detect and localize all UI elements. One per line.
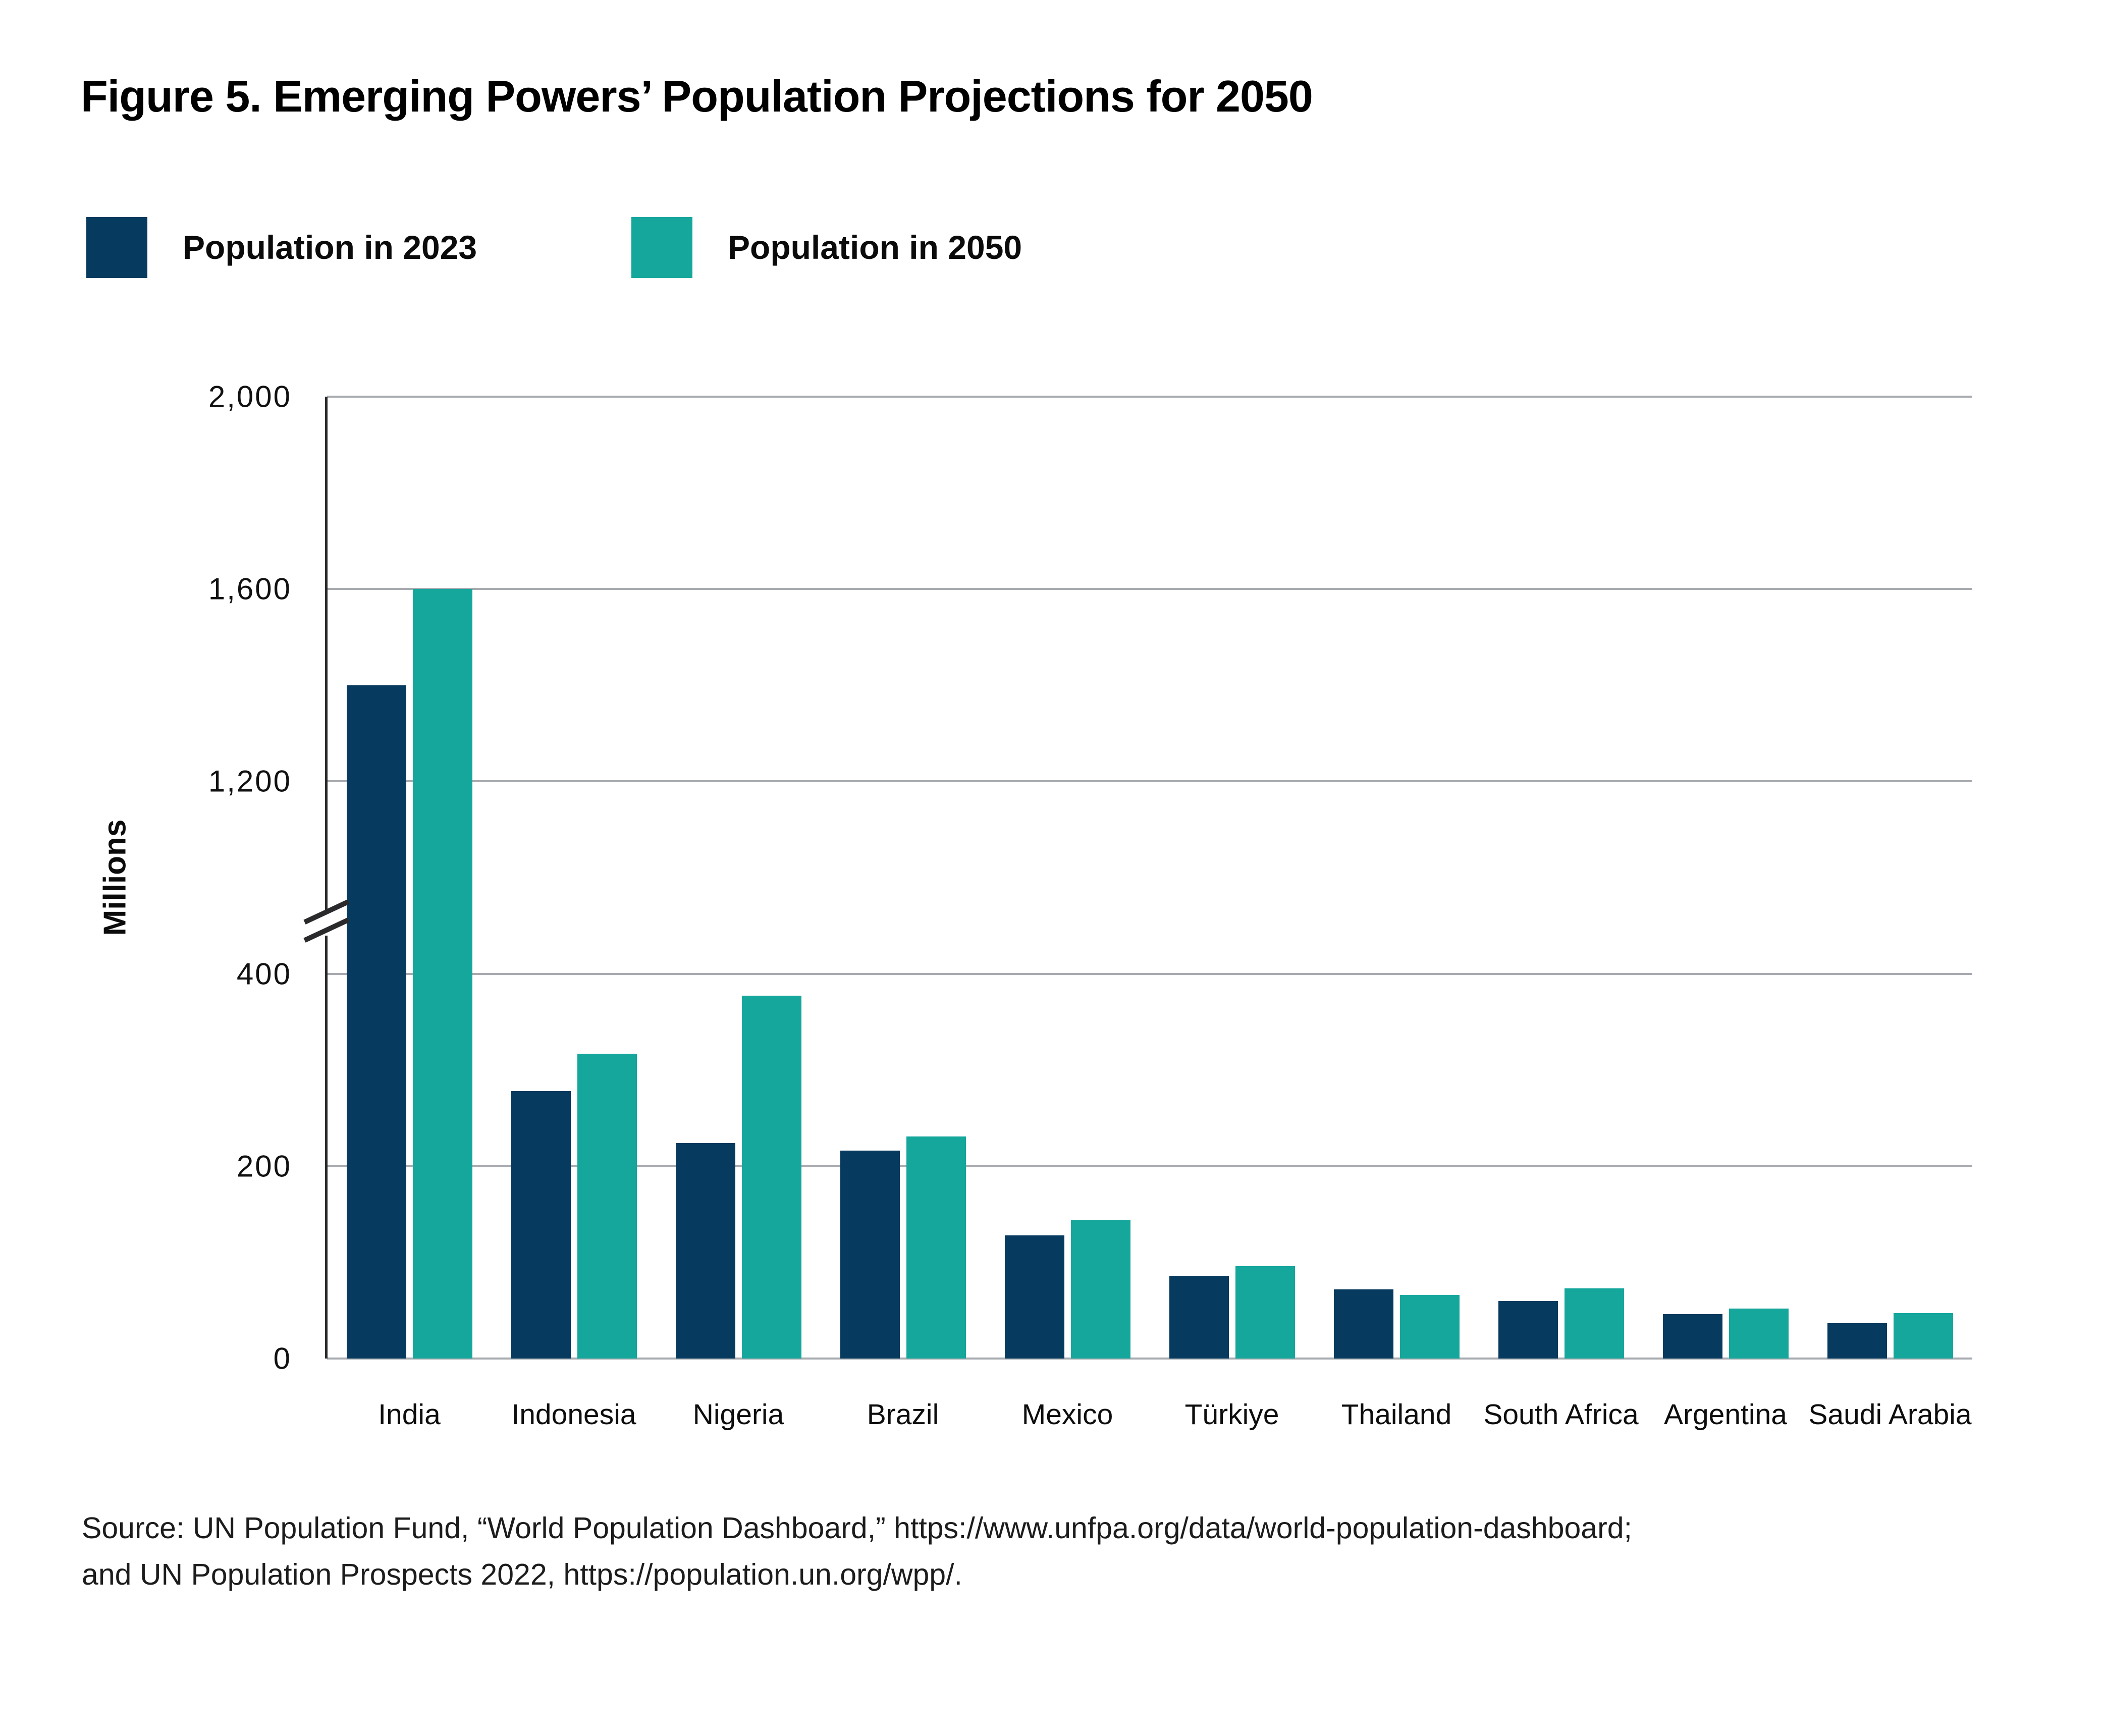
bar-population-in-2023-india <box>346 685 406 1359</box>
bar-population-in-2023-thailand <box>1333 1289 1393 1359</box>
x-axis-label-thailand: Thailand <box>1341 1398 1452 1431</box>
legend-label-2023: Population in 2023 <box>183 229 477 266</box>
y-tick-label-0: 0 <box>273 1341 292 1376</box>
bar-population-in-2023-indonesia <box>511 1091 571 1359</box>
gridline-200 <box>327 1165 1972 1167</box>
x-axis-label-indonesia: Indonesia <box>511 1398 636 1431</box>
bar-population-in-2050-mexico <box>1070 1220 1130 1359</box>
bar-population-in-2023-south-africa <box>1498 1300 1558 1359</box>
x-axis-label-türkiye: Türkiye <box>1184 1398 1279 1431</box>
x-axis-label-nigeria: Nigeria <box>692 1398 784 1431</box>
bar-population-in-2023-nigeria <box>675 1143 735 1359</box>
y-axis-title: Millions <box>97 819 133 936</box>
bar-group-south-africa <box>1479 397 1643 1359</box>
legend-swatch-2023 <box>86 216 147 278</box>
bar-population-in-2023-mexico <box>1004 1235 1064 1359</box>
bar-population-in-2050-thailand <box>1399 1295 1460 1359</box>
y-axis-line-upper <box>325 397 328 911</box>
bar-population-in-2050-brazil <box>906 1136 966 1359</box>
bars-layer <box>327 397 1972 1359</box>
bar-population-in-2023-saudi-arabia <box>1827 1323 1887 1359</box>
bar-group-nigeria <box>656 397 821 1359</box>
figure-title: Figure 5. Emerging Powers’ Population Pr… <box>81 71 1313 121</box>
x-axis-label-brazil: Brazil <box>867 1398 939 1431</box>
plot-area: Millions 2,000 1,600 1,200 400 200 0 India Ind… <box>98 380 1972 1431</box>
bar-population-in-2050-türkiye <box>1235 1266 1295 1359</box>
y-tick-label-400: 400 <box>236 957 292 991</box>
bar-population-in-2050-south-africa <box>1564 1288 1624 1359</box>
gridline-400 <box>327 972 1972 975</box>
gridline-1200 <box>327 780 1972 783</box>
bar-group-india <box>327 397 492 1359</box>
y-tick-label-1200: 1,200 <box>208 764 292 798</box>
gridline-2000 <box>327 396 1972 398</box>
bar-group-indonesia <box>492 397 656 1359</box>
legend-swatch-2050 <box>631 216 692 278</box>
bar-group-saudi-arabia <box>1808 397 1972 1359</box>
gridline-0 <box>327 1358 1972 1360</box>
legend-item-2050: Population in 2050 <box>631 216 1022 279</box>
bar-group-türkiye <box>1150 397 1314 1359</box>
bar-group-brazil <box>821 397 985 1359</box>
source-note: Source: UN Population Fund, “World Popul… <box>82 1505 2025 1598</box>
legend-label-2050: Population in 2050 <box>728 229 1022 266</box>
source-line-2: and UN Population Prospects 2022, https:… <box>82 1558 962 1592</box>
x-axis-label-argentina: Argentina <box>1663 1398 1787 1431</box>
bar-group-thailand <box>1314 397 1479 1359</box>
y-tick-label-200: 200 <box>236 1149 292 1183</box>
bar-population-in-2050-indonesia <box>577 1053 637 1359</box>
legend-item-2023: Population in 2023 <box>86 216 477 279</box>
y-tick-label-2000: 2,000 <box>208 379 292 414</box>
x-axis-labels: India Indonesia Nigeria Brazil Mexico Türkiye… <box>327 1398 1972 1431</box>
y-axis-line-lower <box>325 936 328 1359</box>
bar-population-in-2050-nigeria <box>741 996 801 1359</box>
bar-population-in-2050-saudi-arabia <box>1893 1313 1953 1359</box>
x-axis-label-mexico: Mexico <box>1021 1398 1113 1431</box>
source-line-1: Source: UN Population Fund, “World Popul… <box>82 1511 1632 1545</box>
gridline-1600 <box>327 588 1972 590</box>
x-axis-label-india: India <box>378 1398 441 1431</box>
bar-population-in-2023-brazil <box>840 1151 900 1359</box>
bar-population-in-2023-argentina <box>1662 1314 1722 1359</box>
bar-population-in-2050-india <box>412 589 472 1359</box>
x-axis-label-south-africa: South Africa <box>1483 1398 1639 1431</box>
y-tick-label-1600: 1,600 <box>208 572 292 606</box>
bar-group-argentina <box>1643 397 1808 1359</box>
x-axis-label-saudi-arabia: Saudi Arabia <box>1808 1398 1972 1431</box>
bar-population-in-2023-türkiye <box>1169 1276 1229 1359</box>
bar-population-in-2050-argentina <box>1729 1308 1789 1359</box>
bar-group-mexico <box>985 397 1150 1359</box>
